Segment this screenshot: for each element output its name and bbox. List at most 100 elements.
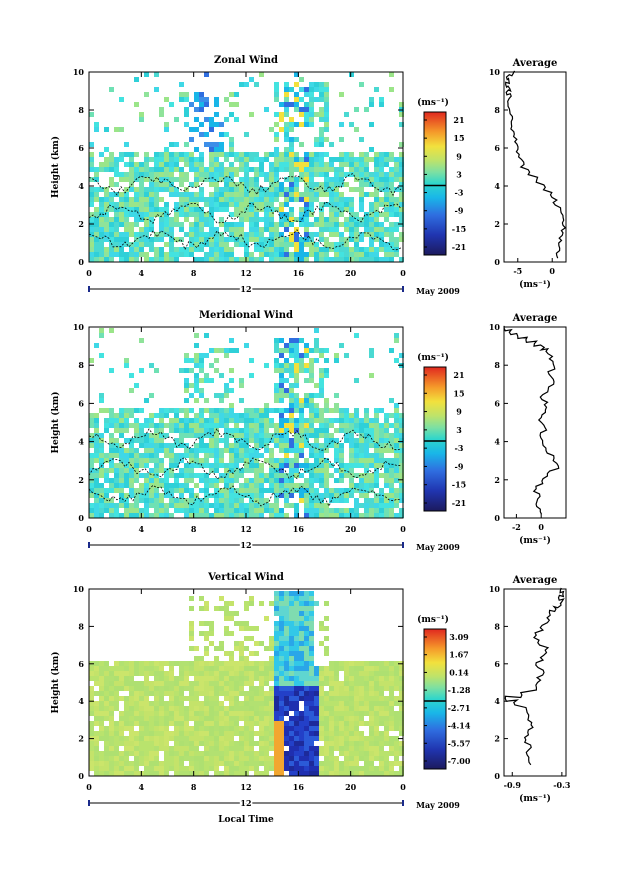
- heat-cell: [129, 162, 134, 167]
- heat-cell: [259, 257, 264, 262]
- heat-cell: [384, 438, 389, 443]
- heat-cell: [204, 242, 209, 247]
- heat-cell: [224, 676, 229, 681]
- heat-cell: [379, 237, 384, 242]
- heat-cell: [379, 172, 384, 177]
- heat-cell: [199, 458, 204, 463]
- heat-cell: [279, 463, 284, 468]
- heat-cell: [319, 771, 324, 776]
- heat-cell: [399, 152, 404, 157]
- heat-cell: [109, 443, 114, 448]
- heat-cell: [384, 726, 389, 731]
- heat-cell: [259, 686, 264, 691]
- heat-cell: [314, 418, 319, 423]
- heat-cell: [279, 601, 284, 606]
- heat-cell: [109, 711, 114, 716]
- heat-cell: [279, 771, 284, 776]
- heat-cell: [194, 671, 199, 676]
- heat-cell: [199, 676, 204, 681]
- heat-cell: [109, 237, 114, 242]
- heat-cell: [284, 498, 289, 503]
- heat-cell: [274, 691, 279, 696]
- heat-cell: [199, 726, 204, 731]
- heat-cell: [239, 82, 244, 87]
- heat-cell: [199, 428, 204, 433]
- heat-cell: [294, 676, 299, 681]
- heat-cell: [289, 746, 294, 751]
- heat-cell: [199, 716, 204, 721]
- heat-cell: [164, 147, 169, 152]
- heat-cell: [109, 513, 114, 518]
- heat-cell: [184, 463, 189, 468]
- heat-cell: [319, 167, 324, 172]
- heat-cell: [284, 473, 289, 478]
- heat-cell: [274, 207, 279, 212]
- heat-cell: [129, 207, 134, 212]
- heat-cell: [309, 761, 314, 766]
- heat-cell: [369, 503, 374, 508]
- heat-cell: [254, 257, 259, 262]
- heat-cell: [219, 513, 224, 518]
- heat-cell: [179, 731, 184, 736]
- heat-cell: [279, 423, 284, 428]
- heat-cell: [279, 187, 284, 192]
- heat-cell: [174, 736, 179, 741]
- heat-cell: [184, 736, 189, 741]
- heat-cell: [279, 212, 284, 217]
- heat-cell: [279, 701, 284, 706]
- heat-cell: [324, 671, 329, 676]
- heat-cell: [159, 468, 164, 473]
- heat-cell: [269, 177, 274, 182]
- heat-cell: [259, 731, 264, 736]
- heat-cell: [289, 172, 294, 177]
- heat-cell: [264, 408, 269, 413]
- heat-cell: [339, 463, 344, 468]
- heat-cell: [394, 162, 399, 167]
- heat-cell: [289, 736, 294, 741]
- heat-cell: [319, 172, 324, 177]
- heat-cell: [344, 513, 349, 518]
- heat-cell: [344, 716, 349, 721]
- heat-cell: [254, 182, 259, 187]
- heat-cell: [104, 232, 109, 237]
- heat-cell: [249, 418, 254, 423]
- heat-cell: [284, 348, 289, 353]
- heat-cell: [284, 756, 289, 761]
- heat-cell: [209, 478, 214, 483]
- heat-cell: [389, 398, 394, 403]
- heat-cell: [144, 187, 149, 192]
- y-tick-label: 6: [78, 398, 84, 408]
- heat-cell: [389, 197, 394, 202]
- heat-cell: [334, 453, 339, 458]
- heat-cell: [174, 751, 179, 756]
- heat-cell: [229, 197, 234, 202]
- heat-cell: [279, 706, 284, 711]
- heat-cell: [184, 383, 189, 388]
- heat-cell: [104, 222, 109, 227]
- heat-cell: [94, 681, 99, 686]
- heat-cell: [179, 438, 184, 443]
- heat-cell: [239, 157, 244, 162]
- heat-cell: [304, 92, 309, 97]
- heat-cell: [299, 177, 304, 182]
- heat-cell: [284, 656, 289, 661]
- heat-cell: [289, 686, 294, 691]
- heat-cell: [154, 721, 159, 726]
- heat-cell: [214, 771, 219, 776]
- heat-cell: [344, 508, 349, 513]
- heat-cell: [94, 172, 99, 177]
- heat-cell: [329, 202, 334, 207]
- heat-cell: [104, 726, 109, 731]
- heat-cell: [304, 368, 309, 373]
- heat-cell: [344, 438, 349, 443]
- heat-cell: [259, 711, 264, 716]
- heat-cell: [289, 117, 294, 122]
- heat-cell: [199, 388, 204, 393]
- contour-line: [88, 427, 402, 451]
- heat-cell: [264, 671, 269, 676]
- heat-cell: [179, 666, 184, 671]
- heat-cell: [204, 731, 209, 736]
- heat-cell: [349, 493, 354, 498]
- y-tick-label: 8: [78, 621, 84, 631]
- heat-cell: [264, 187, 269, 192]
